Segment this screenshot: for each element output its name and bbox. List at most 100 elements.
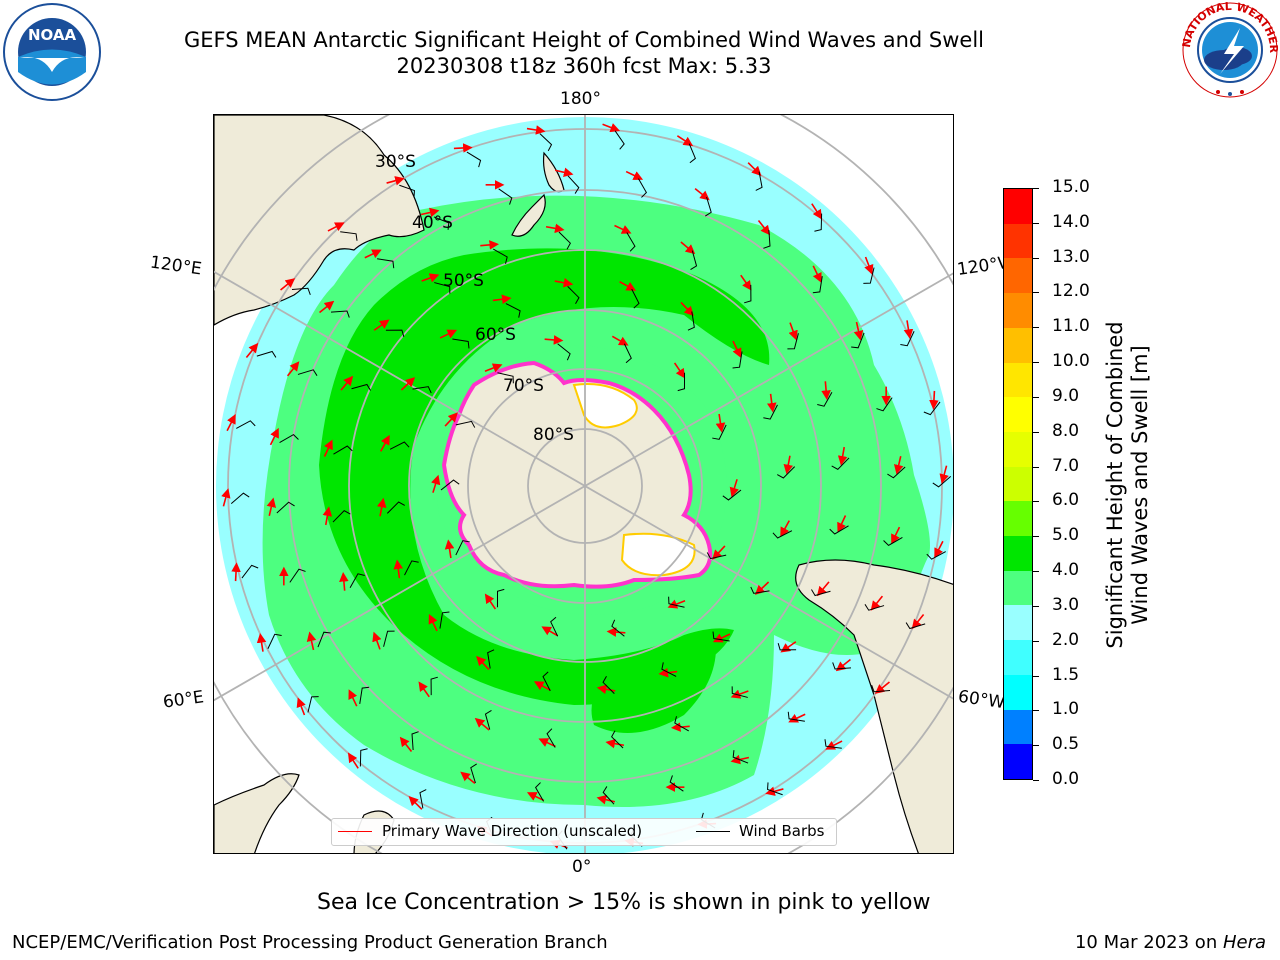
wave-direction-arrow [256, 633, 267, 652]
wind-barb [767, 782, 783, 796]
wind-barb [831, 457, 850, 470]
wind-barb [763, 229, 771, 249]
footer-date-text: 10 Mar 2023 on [1074, 932, 1223, 953]
wave-direction-arrow [893, 455, 904, 475]
wind-barb [236, 420, 256, 429]
wind-barb [876, 397, 893, 412]
wind-barb [276, 501, 295, 514]
wind-barb [493, 248, 508, 264]
wind-barb [567, 175, 580, 194]
wind-barb [817, 392, 833, 407]
wave-direction-arrow [554, 167, 574, 178]
wave-direction-arrow [619, 281, 637, 291]
wind-barb [455, 420, 476, 428]
wave-direction-arrow [421, 273, 440, 283]
wave-direction-arrow [322, 506, 333, 526]
wave-direction-arrow [327, 222, 345, 232]
wind-barb [542, 671, 551, 692]
colorbar-tick [1033, 745, 1039, 747]
wave-direction-arrow [864, 256, 874, 275]
wave-direction-arrow [780, 641, 797, 653]
wind-barb [932, 476, 952, 488]
wave-direction-arrow [428, 613, 438, 632]
wind-barb [871, 684, 891, 693]
wave-direction-arrow [732, 340, 742, 359]
wind-barb [750, 586, 770, 594]
wave-direction-arrow [740, 274, 752, 291]
wind-barb [864, 604, 885, 611]
wave-direction-arrow [825, 740, 843, 750]
wind-barb [744, 284, 752, 304]
colorbar-tick-label: 5.0 [1052, 525, 1080, 546]
wind-barb [550, 616, 559, 637]
wind-barb [230, 492, 250, 504]
wind-barb [614, 130, 625, 150]
wave-direction-arrow [614, 224, 632, 234]
wave-direction-arrow [545, 223, 565, 234]
colorbar [1003, 188, 1033, 780]
wind-barb [385, 329, 405, 337]
lon-label-120e: 120°E [148, 252, 203, 280]
wave-direction-arrow [431, 474, 441, 493]
colorbar-tick-label: 3.0 [1052, 594, 1080, 615]
wind-barb [399, 184, 415, 198]
wind-barb [731, 686, 748, 698]
wind-barb [317, 631, 331, 648]
wind-barb [812, 276, 823, 294]
wind-barb [611, 730, 624, 749]
wave-direction-arrow [444, 412, 458, 427]
wave-direction-arrow [377, 497, 387, 517]
wave-direction-arrow [929, 390, 939, 410]
wave-direction-arrow [373, 319, 390, 331]
wind-barb [829, 525, 849, 535]
wind-barb [905, 622, 926, 630]
colorbar-tick-label: 12.0 [1052, 281, 1090, 302]
wave-direction-arrow [296, 697, 306, 716]
wave-direction-arrow [474, 717, 490, 731]
wave-direction-arrow [835, 658, 851, 672]
colorbar-segment [1004, 189, 1032, 224]
wind-barb [307, 696, 319, 713]
wave-direction-arrow [837, 515, 847, 533]
wind-barb [687, 311, 695, 331]
footer-date: 10 Mar 2023 on Hera [1075, 932, 1266, 953]
wave-direction-arrow [780, 520, 790, 538]
wind-barb [241, 564, 259, 579]
wave-direction-arrow [554, 278, 574, 288]
wave-direction-arrow [605, 738, 625, 749]
wind-barb [732, 351, 743, 369]
colorbar-tick [1033, 466, 1039, 468]
wave-direction-arrow [673, 362, 686, 379]
wave-direction-arrow [393, 559, 403, 579]
colorbar-tick-label: 14.0 [1052, 211, 1090, 232]
noaa-logo-text: NOAA [28, 26, 77, 44]
wave-direction-arrow [694, 187, 710, 201]
colorbar-tick-label: 15.0 [1052, 177, 1090, 197]
colorbar-tick-label: 0.5 [1052, 734, 1080, 755]
wave-direction-arrow [903, 320, 914, 339]
wind-barb [505, 303, 521, 318]
wind-barb [567, 285, 580, 304]
wind-barb [763, 404, 778, 420]
wind-barb [496, 588, 505, 608]
wind-barb [539, 133, 553, 152]
wave-direction-arrow [821, 381, 831, 401]
colorbar-segment [1004, 536, 1032, 571]
wave-direction-arrow [245, 342, 259, 359]
wind-barb [267, 633, 282, 649]
wind-barb [291, 287, 311, 296]
wind-barb [631, 288, 640, 309]
colorbar-tick-label: 11.0 [1052, 316, 1090, 337]
colorbar-title: Significant Height of Combined Wind Wave… [1103, 321, 1153, 648]
colorbar-segment [1004, 640, 1032, 675]
lon-label-0: 0° [572, 857, 592, 877]
wind-barb [777, 643, 797, 651]
wave-direction-arrow [380, 434, 390, 452]
wave-direction-arrow [323, 439, 333, 457]
colorbar-segment [1004, 605, 1032, 641]
colorbar-segment [1004, 223, 1032, 259]
wave-direction-arrow [611, 335, 629, 346]
wave-direction-arrow [280, 278, 296, 291]
colorbar-segment [1004, 293, 1032, 328]
wave-direction-arrow [266, 497, 277, 517]
